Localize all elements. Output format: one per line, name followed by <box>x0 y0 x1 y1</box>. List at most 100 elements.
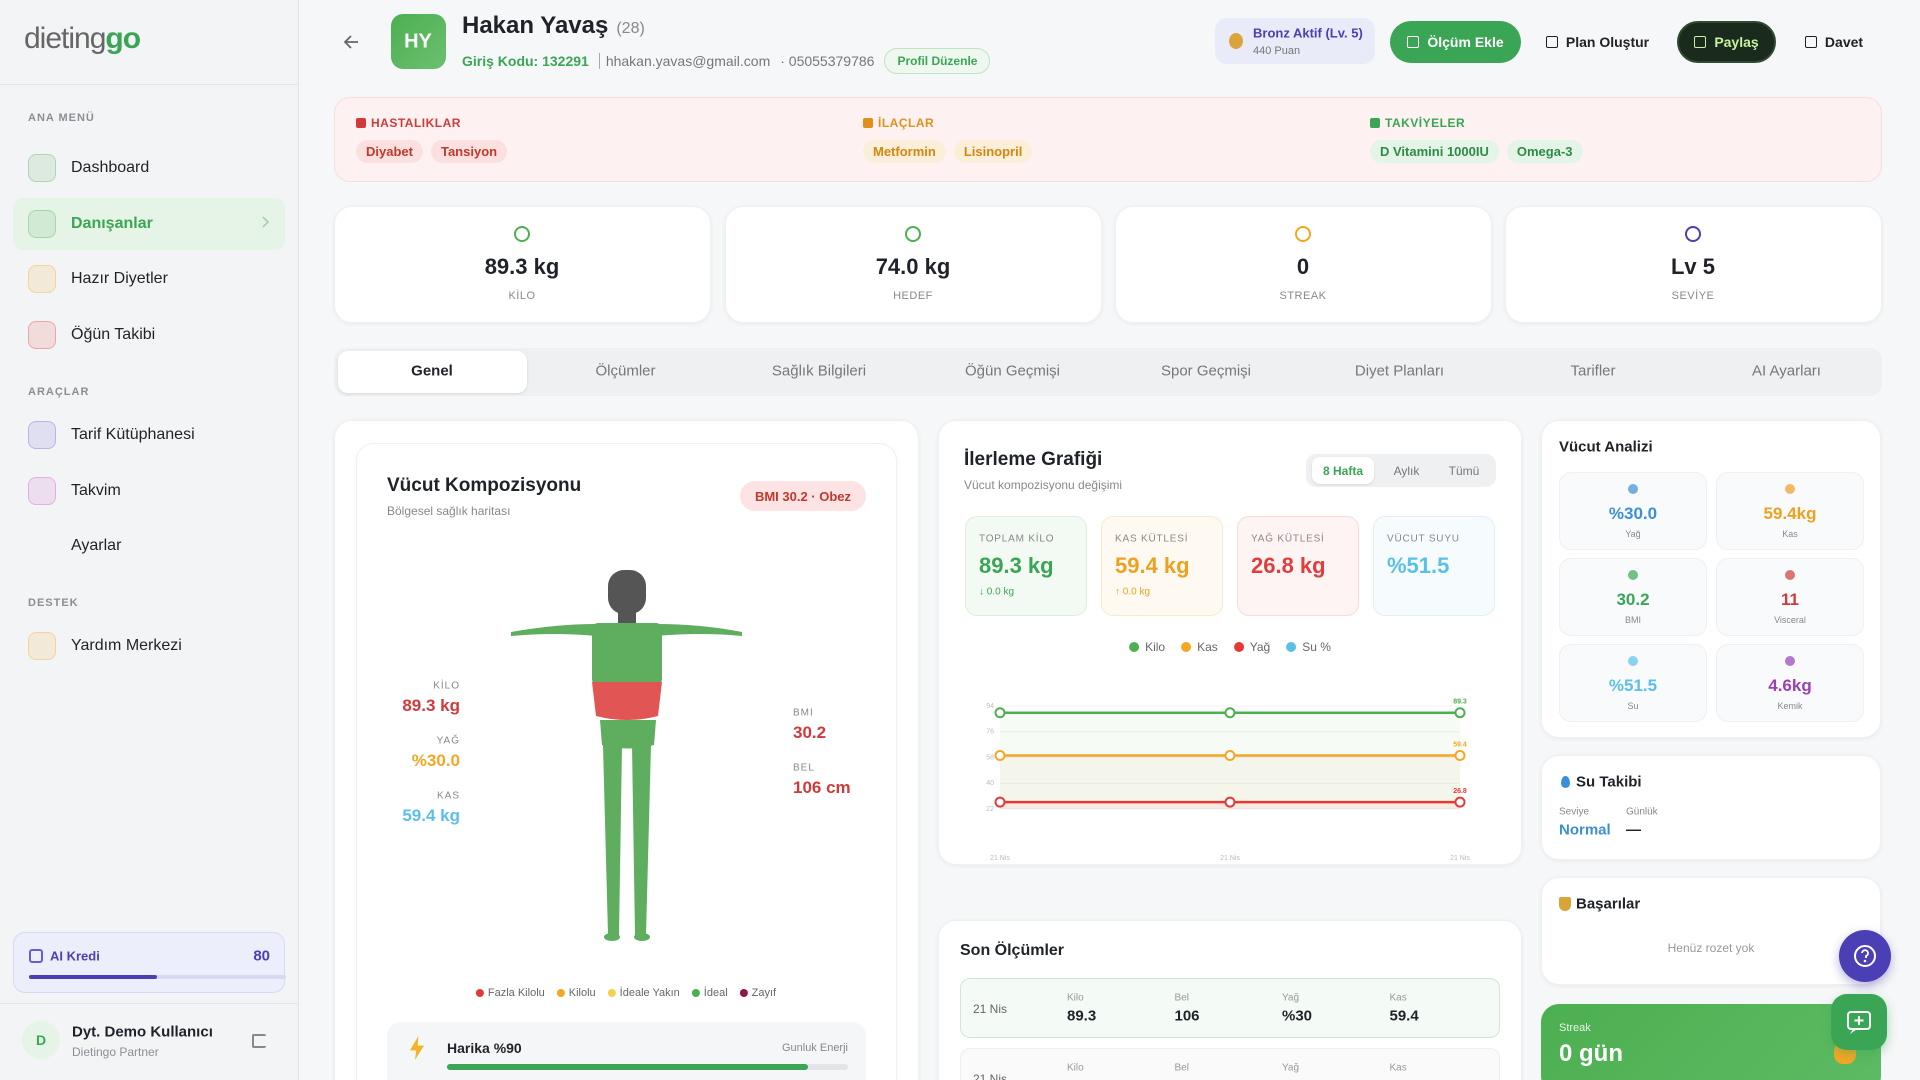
health-bar <box>334 97 1882 182</box>
metric-label: KAS <box>436 790 460 802</box>
legend-item: Su % <box>1286 640 1331 654</box>
legend-item: Zayıf <box>739 987 776 999</box>
recent-value: 89.3 <box>1067 1007 1097 1025</box>
header-button[interactable]: Ölçüm Ekle <box>1390 21 1521 63</box>
badge-points: 440 Puan <box>1253 45 1301 57</box>
streak-card <box>1541 1004 1881 1080</box>
user-initial: D <box>35 1032 47 1048</box>
health-icon <box>356 118 366 128</box>
health-tags: Metformin Lisinopril <box>863 140 1033 163</box>
legend-dot <box>475 989 484 997</box>
summary-card <box>1373 516 1495 616</box>
stat-label: STREAK <box>1279 290 1327 302</box>
sidebar: dietinggo ANA MENÜ Dashboard Danışanlar Hazı… <box>0 0 299 1080</box>
summary-card <box>1237 516 1359 616</box>
header-button[interactable]: Paylaş <box>1677 21 1776 63</box>
achievements-card <box>1541 877 1881 985</box>
patient-age: (28) <box>616 20 645 37</box>
menu-label: Yardım Merkezi <box>71 637 182 654</box>
analysis-value: 30.2 <box>1616 590 1650 609</box>
recent-date: 21 Nis <box>973 1002 1008 1016</box>
analysis-label: Kemik <box>1777 701 1803 711</box>
summary-value: 89.3 kg <box>979 553 1054 578</box>
summary-label: YAĞ KÜTLESİ <box>1251 533 1325 545</box>
section-title: ARAÇLAR <box>28 386 90 398</box>
analysis-label: Visceral <box>1774 615 1806 625</box>
menu-item[interactable] <box>13 198 285 250</box>
recent-header: Kilo <box>1067 992 1084 1004</box>
recent-date: 21 Nis <box>973 1072 1008 1080</box>
divider <box>0 1003 299 1004</box>
logout-icon[interactable] <box>252 1034 266 1048</box>
menu-icon <box>28 421 56 449</box>
legend-label: Yağ <box>1249 640 1271 654</box>
avatar-initials: HY <box>404 30 432 53</box>
legend-item: Kas <box>1181 640 1218 654</box>
analysis-label: Su <box>1627 701 1639 711</box>
back-button[interactable] <box>332 22 372 62</box>
menu-label: Danışanlar <box>71 215 153 232</box>
legend-dot <box>607 989 616 997</box>
credit-label: AI Kredi <box>50 948 100 964</box>
progress-title: İlerleme Grafiği <box>964 449 1103 470</box>
health-icon <box>863 118 873 128</box>
help-button[interactable] <box>1839 930 1891 982</box>
tab-bar <box>334 348 1882 396</box>
achievements-empty: Henüz rozet yok <box>1667 941 1755 955</box>
analysis-value: %30.0 <box>1608 504 1658 523</box>
metric-value: 30.2 <box>793 723 827 742</box>
legend-item: Fazla Kilolu <box>475 987 545 999</box>
recent-value: 106 <box>1174 1007 1200 1025</box>
health-title: İLAÇLAR <box>878 116 935 130</box>
stat-icon <box>514 226 530 242</box>
legend-label: Fazla Kilolu <box>487 987 545 999</box>
chat-button[interactable] <box>1831 994 1887 1050</box>
range-option[interactable]: Tümü <box>1448 464 1480 478</box>
menu-icon <box>28 265 56 293</box>
logo-accent: go <box>105 22 141 55</box>
menu-label: Dashboard <box>71 159 150 176</box>
stat-card <box>1505 206 1882 323</box>
range-option[interactable]: 8 Hafta <box>1322 464 1364 478</box>
analysis-icon <box>1785 484 1795 494</box>
user-role: Dietingo Partner <box>72 1045 159 1059</box>
health-tag: Diyabet <box>356 140 423 163</box>
water-card <box>1541 755 1881 860</box>
analysis-icon <box>1628 656 1638 666</box>
header-button[interactable]: Plan Oluştur <box>1535 21 1660 63</box>
streak-value: 0 gün <box>1559 1040 1623 1067</box>
progress-card <box>938 420 1522 865</box>
stat-card <box>725 206 1102 323</box>
stat-label: HEDEF <box>893 290 933 302</box>
analysis-icon <box>1785 570 1795 580</box>
health-tag: D Vitamini 1000IU <box>1370 140 1499 163</box>
legend-label: İdeale Yakın <box>619 987 680 999</box>
badge-icon <box>1229 33 1243 49</box>
legend-dot <box>1233 642 1244 652</box>
health-tag: Metformin <box>863 140 946 163</box>
body-subtitle: Bölgesel sağlık haritası <box>387 504 511 518</box>
button-icon <box>1407 36 1420 48</box>
header-button[interactable]: Davet <box>1790 21 1878 63</box>
legend-label: Kilolu <box>568 987 596 999</box>
range-option[interactable]: Aylık <box>1393 464 1420 478</box>
back-icon <box>343 35 358 49</box>
analysis-title: Vücut Analizi <box>1559 438 1653 456</box>
recent-header: Kilo <box>1067 1062 1084 1074</box>
hips <box>600 720 656 749</box>
button-icon <box>1804 36 1817 48</box>
legend-dot <box>739 989 748 997</box>
menu-icon <box>28 210 56 238</box>
water-daily: — <box>1626 821 1641 839</box>
chart-legend: Kilo Kas Yağ Su % <box>1129 640 1331 654</box>
health-title: HASTALIKLAR <box>371 116 461 130</box>
divider <box>0 84 299 85</box>
avatar <box>391 14 446 69</box>
menu-label: Tarif Kütüphanesi <box>71 426 195 443</box>
edit-profile[interactable]: Profil Düzenle <box>884 48 991 74</box>
analysis-cell <box>1716 558 1864 636</box>
metric-label: BMI <box>793 707 814 719</box>
chat-icon <box>1847 1011 1871 1034</box>
tab: Ölçümler <box>595 362 656 380</box>
metric-value: 59.4 kg <box>402 806 460 825</box>
